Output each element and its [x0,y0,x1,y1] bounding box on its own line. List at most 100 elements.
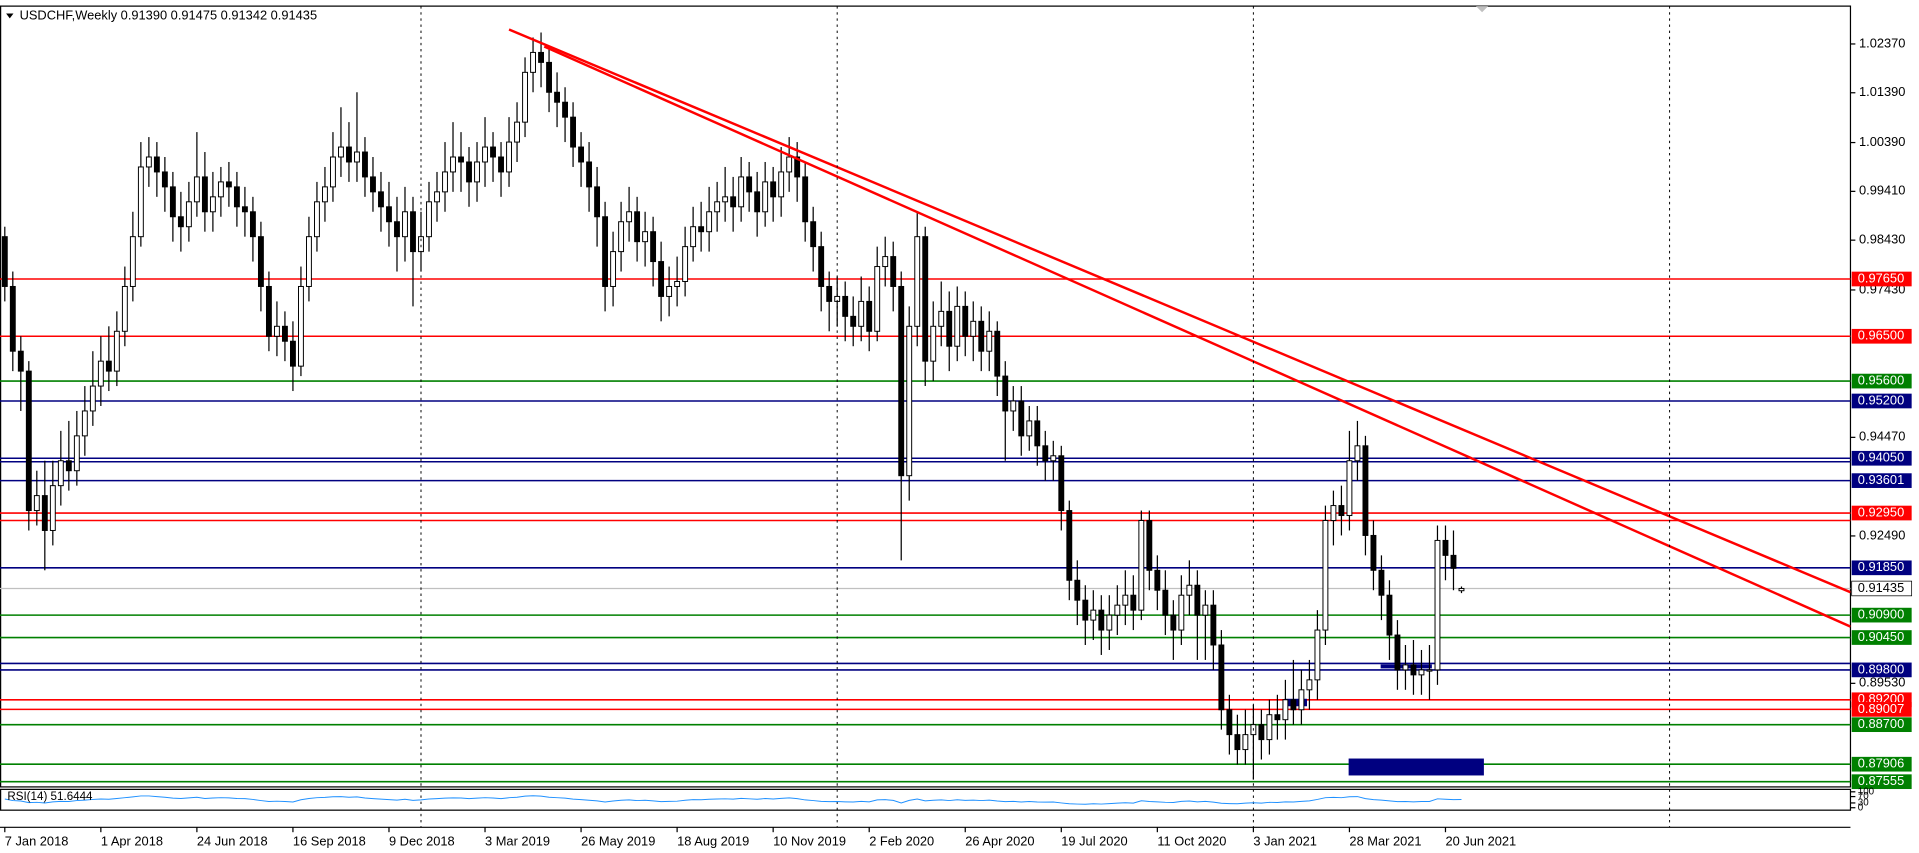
y-tick-label: 0.98430 [1859,232,1905,247]
x-tick-label: 20 Jun 2021 [1445,833,1516,848]
candle-body [666,285,673,297]
candle-body [1298,689,1305,711]
candle-body [578,146,585,163]
candle-body [105,360,112,372]
x-tick-label: 16 Sep 2018 [293,833,366,848]
rsi-line [4,795,1462,805]
candle-body [1130,594,1137,611]
candle-body [546,61,552,93]
menu-triangle [6,13,14,19]
candle-body [1178,594,1185,631]
candle-body [770,181,777,198]
candle-body [642,231,649,243]
candle-body [626,211,633,223]
level-label: 0.90900 [1858,607,1904,622]
candle-body [1346,460,1353,517]
candle-body [1106,614,1113,631]
candle-body [1114,604,1121,616]
candle-body [241,206,248,213]
candle-body [1074,579,1081,601]
level-label: 0.97650 [1858,270,1904,285]
candle-body [706,211,713,233]
candle-body [874,266,881,332]
candle-body [1290,699,1297,711]
candle-body [858,300,865,327]
candle-body [954,305,961,347]
candle-body [1450,554,1457,569]
candle-body [778,171,785,198]
candle-body [1010,400,1017,412]
x-tick-label: 28 Mar 2021 [1349,833,1421,848]
candle-body [273,325,280,337]
candle-body [1026,420,1033,437]
level-label: 0.92950 [1858,504,1904,519]
candle-body [1210,604,1217,646]
candle-body [938,310,945,327]
candle-body [370,176,376,193]
candle-body [169,186,176,218]
candle-body [1434,539,1441,671]
level-label: 0.90450 [1858,629,1904,644]
candle-body [1306,679,1313,691]
shift-marker [1475,6,1489,13]
candle-body [698,226,705,233]
level-label: 0.88700 [1858,716,1904,731]
candle-body [738,176,745,208]
candle-body [1242,734,1249,751]
candle-body [153,156,160,173]
candle-body [113,330,120,372]
candle-body [314,201,320,238]
rsi-tick-label: 0 [1858,802,1864,813]
candle-body [386,206,392,223]
candle-body [610,251,617,287]
level-label: 0.89007 [1858,701,1904,716]
candle-body [730,196,737,208]
candle-body [802,176,809,223]
candle-body [1082,599,1089,621]
candle-body [554,91,560,103]
candle-body [1322,520,1329,631]
candle-body [994,330,1001,377]
candle-body [930,325,937,362]
candle-body [289,340,296,367]
candle-body [1170,614,1177,631]
level-label-box [1851,328,1912,344]
candle-body [434,191,440,203]
x-tick-label: 18 Aug 2019 [677,833,749,848]
y-tick-label: 0.89530 [1859,675,1905,690]
candle-body [634,211,641,243]
x-tick-label: 9 Dec 2018 [389,833,455,848]
candle-body [842,295,849,317]
candle-body [818,246,825,287]
level-label: 0.87906 [1858,756,1904,771]
candle-body [1418,669,1425,676]
candle-body [482,146,488,163]
level-label: 0.95200 [1858,392,1904,407]
candle-body [378,191,384,208]
y-tick-label: 1.00390 [1859,134,1905,149]
candle-body [898,285,905,477]
candle-body [594,186,601,218]
candle-body [498,156,504,173]
candle-body [714,201,721,213]
candle-body [866,300,873,332]
x-tick-label: 7 Jan 2018 [5,833,69,848]
candle-body [97,360,104,387]
candle-body [362,151,368,178]
candle-body [538,51,544,63]
candle-body [121,285,128,332]
price-label: 0.91435 [1858,580,1904,595]
x-tick-label: 10 Nov 2019 [773,833,846,848]
candle-body [137,166,144,238]
rsi-tick-label: 70 [1858,791,1869,802]
candle-body [89,385,96,412]
candle-body [1066,510,1073,581]
candle-body [906,325,913,477]
chart-title: USDCHF,Weekly 0.91390 0.91475 0.91342 0.… [20,7,318,22]
candle-body [970,320,977,337]
x-tick-label: 3 Mar 2019 [485,833,550,848]
candle-body [129,236,136,287]
plot-layer: 1.023701.013901.003900.994100.984300.974… [0,6,1913,848]
